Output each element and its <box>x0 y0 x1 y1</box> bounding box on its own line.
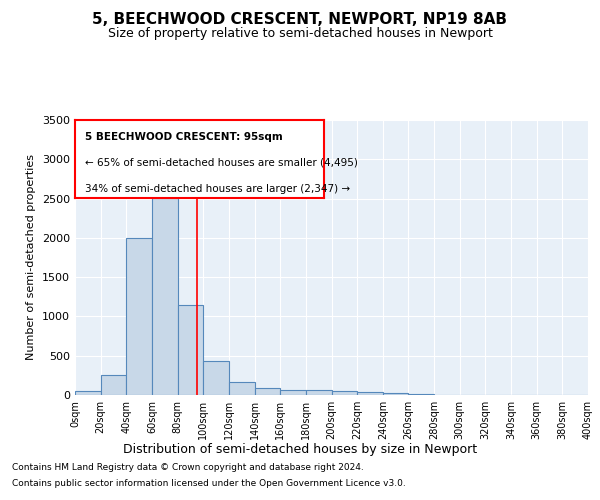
Bar <box>127 238 152 395</box>
Bar <box>280 390 306 395</box>
Bar <box>152 182 178 395</box>
Bar <box>409 394 434 395</box>
Text: Contains public sector information licensed under the Open Government Licence v3: Contains public sector information licen… <box>12 478 406 488</box>
Bar <box>101 374 127 395</box>
Bar <box>383 394 409 395</box>
Text: Contains HM Land Registry data © Crown copyright and database right 2024.: Contains HM Land Registry data © Crown c… <box>12 464 364 472</box>
Text: Distribution of semi-detached houses by size in Newport: Distribution of semi-detached houses by … <box>123 442 477 456</box>
Text: 5, BEECHWOOD CRESCENT, NEWPORT, NP19 8AB: 5, BEECHWOOD CRESCENT, NEWPORT, NP19 8AB <box>92 12 508 28</box>
Bar <box>178 304 203 395</box>
Bar <box>203 361 229 395</box>
Bar <box>331 392 357 395</box>
Bar <box>306 390 331 395</box>
Bar <box>229 382 254 395</box>
Bar <box>357 392 383 395</box>
Bar <box>254 388 280 395</box>
Bar <box>75 391 101 395</box>
Text: Size of property relative to semi-detached houses in Newport: Size of property relative to semi-detach… <box>107 28 493 40</box>
Y-axis label: Number of semi-detached properties: Number of semi-detached properties <box>26 154 37 360</box>
